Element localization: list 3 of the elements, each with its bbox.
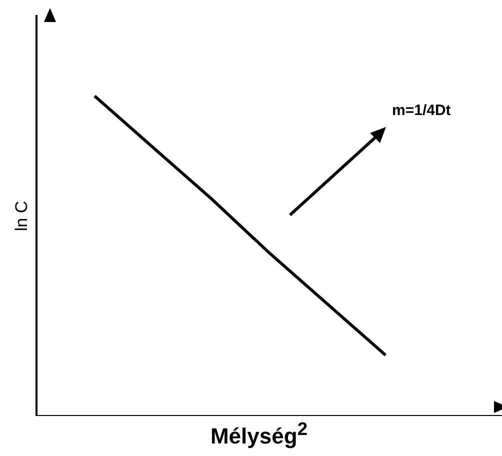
- y-axis-title: ln C: [12, 200, 31, 232]
- x-axis-title: Mélység$^{2}$: [209, 418, 309, 450]
- annotation: m=1/4Dt: [392, 102, 451, 119]
